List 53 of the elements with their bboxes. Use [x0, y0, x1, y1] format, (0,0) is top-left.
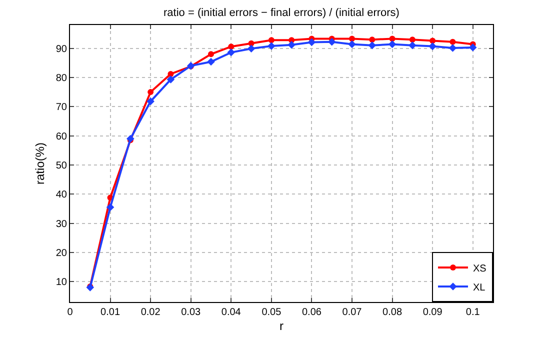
- point: [348, 40, 356, 48]
- y-tick-label: 90: [56, 44, 68, 55]
- y-tick-label: 80: [56, 72, 68, 84]
- x-tick-label: 0.01: [100, 307, 120, 318]
- point: [430, 38, 436, 44]
- point: [268, 42, 276, 50]
- y-tick-label: 50: [56, 160, 68, 172]
- point: [349, 36, 355, 42]
- point: [208, 51, 214, 58]
- y-tick-label: 10: [56, 277, 68, 288]
- point: [388, 40, 396, 48]
- point: [148, 89, 154, 96]
- point: [368, 42, 376, 50]
- legend-label: XS: [473, 263, 487, 274]
- point: [288, 40, 296, 49]
- x-tick-label: 0.06: [302, 307, 322, 318]
- x-tick-label: 0.08: [382, 307, 402, 318]
- chart-title: ratio = (initial errors − final errors) / (initial errors): [164, 7, 400, 20]
- point: [408, 42, 416, 50]
- point: [146, 97, 154, 106]
- point: [389, 36, 396, 42]
- point: [166, 76, 175, 84]
- x-tick-label: 0.04: [221, 307, 242, 318]
- y-tick-label: 70: [56, 102, 68, 114]
- point: [308, 38, 316, 46]
- legend-label: XL: [473, 282, 486, 294]
- x-tick-label: 0.03: [181, 307, 202, 318]
- x-tick-label: 0.09: [422, 307, 443, 318]
- x-tick-label: 0.1: [466, 307, 480, 318]
- point: [369, 36, 376, 43]
- y-tick-label: 60: [56, 131, 68, 142]
- point: [448, 44, 457, 52]
- x-tick-label: 0: [67, 307, 74, 318]
- point: [409, 36, 416, 43]
- y-tick-label: 20: [56, 248, 68, 259]
- y-tick-label: 40: [56, 190, 68, 201]
- point: [328, 38, 336, 46]
- point: [428, 42, 436, 50]
- point: [450, 38, 456, 45]
- x-tick-label: 0.02: [140, 307, 161, 318]
- x-axis-title: r: [280, 318, 284, 333]
- x-tick-label: 0.07: [342, 307, 362, 318]
- x-tick-label: 0.05: [262, 307, 282, 318]
- point: [247, 44, 256, 53]
- point: [126, 134, 134, 143]
- point: [468, 44, 477, 52]
- point: [106, 203, 114, 212]
- y-axis-title: ratio(%): [33, 142, 48, 185]
- point: [207, 58, 215, 66]
- point: [268, 37, 274, 44]
- point: [228, 44, 234, 50]
- y-tick-label: 30: [56, 218, 68, 230]
- point: [227, 48, 236, 56]
